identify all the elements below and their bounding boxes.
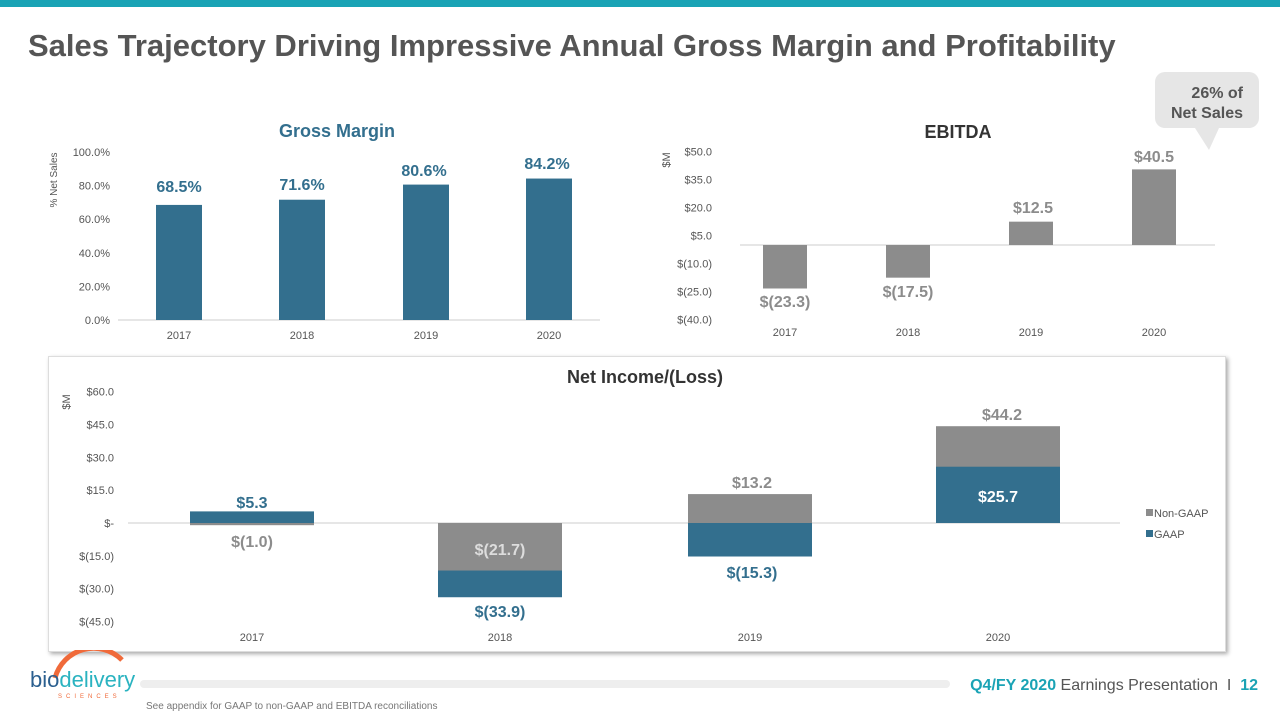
non-gaap-data-label: $(21.7) bbox=[475, 542, 526, 559]
x-tick-label: 2020 bbox=[986, 632, 1010, 644]
gross-margin-data-label: 71.6% bbox=[279, 177, 324, 194]
x-tick-label: 2018 bbox=[290, 330, 314, 342]
gaap-bar bbox=[688, 523, 812, 557]
gross-margin-data-label: 84.2% bbox=[524, 156, 569, 173]
legend-label: Non-GAAP bbox=[1154, 508, 1208, 520]
non-gaap-data-label: $44.2 bbox=[982, 407, 1022, 424]
x-tick-label: 2019 bbox=[414, 330, 438, 342]
y-tick-label: $50.0 bbox=[684, 147, 712, 159]
non-gaap-bar bbox=[688, 494, 812, 523]
y-tick-label: $20.0 bbox=[684, 203, 712, 215]
biodelivery-logo: biodelivery SCIENCES bbox=[30, 650, 140, 716]
gaap-data-label: $(33.9) bbox=[475, 604, 526, 621]
top-accent-bar bbox=[0, 0, 1280, 7]
x-tick-label: 2018 bbox=[488, 632, 512, 644]
y-tick-label: 0.0% bbox=[85, 315, 110, 327]
gaap-bar bbox=[936, 466, 1060, 523]
logo-text-bio: bio bbox=[30, 667, 60, 692]
footer-text: Earnings Presentation I bbox=[1056, 677, 1241, 694]
x-tick-label: 2020 bbox=[537, 330, 561, 342]
x-tick-label: 2020 bbox=[1142, 327, 1166, 339]
gaap-data-label: $25.7 bbox=[978, 489, 1018, 506]
logo-arc-icon bbox=[52, 650, 124, 679]
gaap-data-label: $(15.3) bbox=[727, 565, 778, 582]
y-tick-label: $(15.0) bbox=[79, 551, 114, 563]
y-tick-label: $45.0 bbox=[86, 419, 114, 431]
gross-margin-data-label: 68.5% bbox=[156, 179, 201, 196]
non-gaap-data-label: $(1.0) bbox=[231, 534, 273, 551]
non-gaap-bar bbox=[190, 523, 314, 526]
gross-margin-bar bbox=[156, 204, 202, 320]
footnote: See appendix for GAAP to non-GAAP and EB… bbox=[146, 701, 438, 712]
non-gaap-data-label: $13.2 bbox=[732, 475, 772, 492]
y-axis-label: $M bbox=[661, 152, 673, 167]
y-tick-label: 20.0% bbox=[79, 281, 110, 293]
y-tick-label: 100.0% bbox=[73, 147, 111, 159]
ebitda-bar bbox=[886, 245, 930, 278]
ebitda-data-label: $40.5 bbox=[1134, 149, 1174, 166]
y-tick-label: $15.0 bbox=[86, 485, 114, 497]
page-number: 12 bbox=[1240, 677, 1258, 694]
ebitda-data-label: $(17.5) bbox=[883, 284, 934, 301]
ebitda-bar bbox=[1009, 221, 1053, 245]
y-tick-label: $(40.0) bbox=[677, 315, 712, 327]
gross-margin-bar bbox=[526, 178, 572, 320]
x-tick-label: 2017 bbox=[240, 632, 264, 644]
footer-bar bbox=[140, 680, 950, 688]
legend-swatch bbox=[1146, 509, 1153, 516]
callout-line2: Net Sales bbox=[1170, 105, 1243, 122]
ebitda-bar bbox=[763, 245, 807, 289]
y-tick-label: $(30.0) bbox=[79, 584, 114, 596]
chart-title: Net Income/(Loss) bbox=[567, 367, 723, 387]
legend-swatch bbox=[1146, 530, 1153, 537]
x-tick-label: 2019 bbox=[1019, 327, 1043, 339]
y-tick-label: $(10.0) bbox=[677, 259, 712, 271]
ebitda-data-label: $12.5 bbox=[1013, 200, 1053, 217]
gross-margin-data-label: 80.6% bbox=[401, 163, 446, 180]
y-tick-label: 80.0% bbox=[79, 181, 110, 193]
y-tick-label: $60.0 bbox=[86, 387, 114, 399]
ebitda-bar bbox=[1132, 169, 1176, 245]
gross-margin-bar bbox=[279, 199, 325, 320]
y-tick-label: $(45.0) bbox=[79, 617, 114, 629]
net-income-panel bbox=[48, 356, 1226, 652]
y-tick-label: $30.0 bbox=[86, 452, 114, 464]
y-tick-label: $- bbox=[104, 518, 114, 530]
footer-label: Q4/FY 2020 Earnings Presentation I 12 bbox=[970, 676, 1258, 695]
y-axis-label: % Net Sales bbox=[49, 152, 60, 207]
chart-title: EBITDA bbox=[925, 122, 992, 142]
ebitda-data-label: $(23.3) bbox=[760, 294, 811, 311]
y-tick-label: 40.0% bbox=[79, 248, 110, 260]
non-gaap-bar bbox=[438, 523, 562, 571]
chart-title: Gross Margin bbox=[279, 121, 395, 141]
x-tick-label: 2018 bbox=[896, 327, 920, 339]
y-tick-label: 60.0% bbox=[79, 214, 110, 226]
page-title: Sales Trajectory Driving Impressive Annu… bbox=[28, 28, 1116, 63]
logo-text-delivery: delivery bbox=[59, 667, 136, 692]
x-tick-label: 2019 bbox=[738, 632, 762, 644]
y-tick-label: $(25.0) bbox=[677, 287, 712, 299]
gross-margin-bar bbox=[403, 184, 449, 320]
gaap-bar bbox=[190, 511, 314, 523]
callout-line1: 26% of bbox=[1191, 85, 1243, 102]
gaap-data-label: $5.3 bbox=[236, 495, 267, 512]
x-tick-label: 2017 bbox=[773, 327, 797, 339]
y-tick-label: $5.0 bbox=[691, 231, 712, 243]
net-sales-callout: 26% of Net Sales bbox=[1155, 72, 1259, 150]
logo-subtext: SCIENCES bbox=[58, 694, 121, 700]
y-tick-label: $35.0 bbox=[684, 175, 712, 187]
legend-label: GAAP bbox=[1154, 529, 1185, 541]
logo-wordmark: biodelivery bbox=[30, 668, 135, 692]
footer-highlight: Q4/FY 2020 bbox=[970, 677, 1057, 694]
y-axis-label: $M bbox=[61, 394, 73, 409]
x-tick-label: 2017 bbox=[167, 330, 191, 342]
